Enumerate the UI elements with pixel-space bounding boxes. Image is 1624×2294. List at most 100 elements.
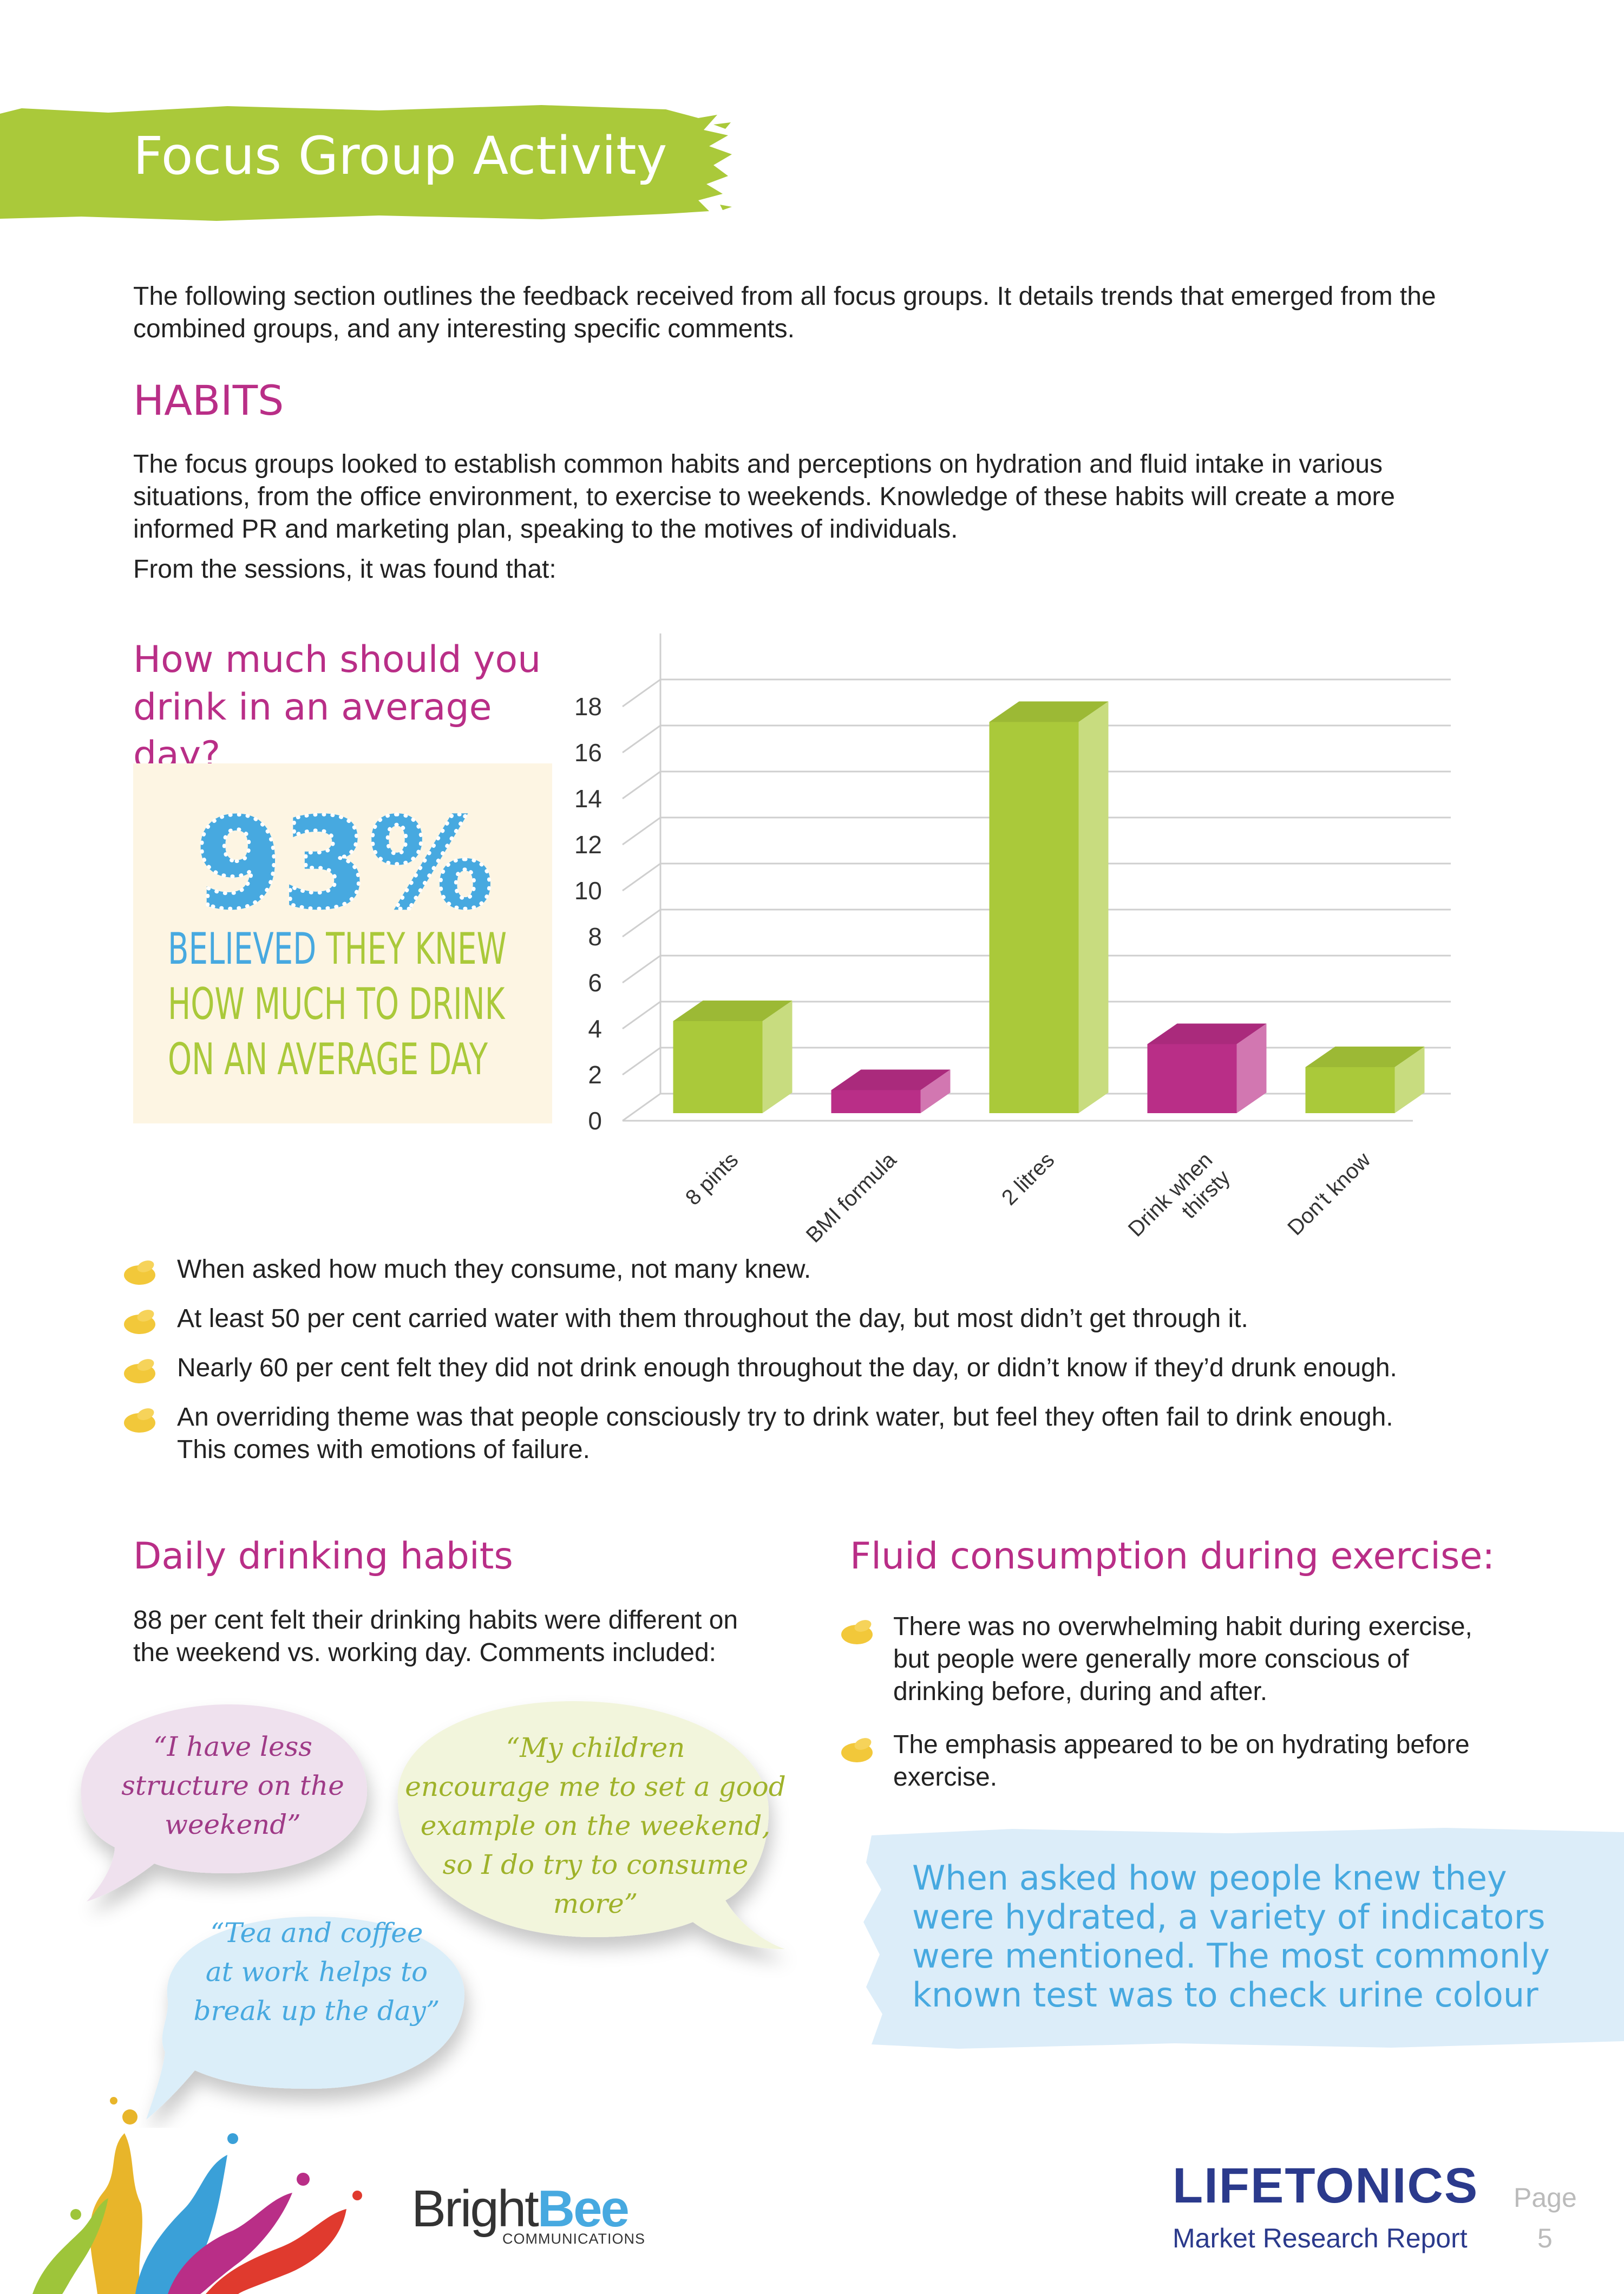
report-title: Market Research Report [1173,2223,1468,2253]
list-item-line: exercise. [893,1763,998,1792]
page-label: Page [1514,2182,1577,2213]
y-tick-label: 14 [574,785,602,813]
daily-paragraph: 88 per cent felt their drinking habits w… [133,1604,738,1669]
y-tick-label: 2 [588,1061,602,1089]
intro-paragraph: The following section outlines the feedb… [133,282,1436,343]
quote-3: “Tea and coffee at work helps to break u… [184,1913,449,2030]
bar [1147,1044,1237,1113]
y-tick-label: 4 [588,1015,602,1043]
quote-bubble-1 [81,1704,368,1901]
question-line-1: How much should you [133,638,541,681]
bar [989,722,1079,1113]
paint-splash-illustration [32,2097,362,2294]
stat-percent-dots: 93% [195,796,494,920]
y-tick-label: 10 [574,877,602,905]
callout-background [863,1828,1624,2049]
bar-side [1236,1023,1267,1113]
bar [1305,1067,1395,1113]
habits-lead-in: From the sessions, it was found that: [133,555,556,584]
callout-line: known test was to check urine colour [912,1975,1538,2015]
bar-top [673,1001,793,1021]
bar-side [1394,1047,1425,1113]
callout-line: were mentioned. The most commonly [912,1936,1550,1976]
y-tick-label: 6 [588,969,602,997]
callout-text: When asked how people knew they were hyd… [912,1859,1550,2015]
stat-caption-rest: THEY KNEW [316,924,507,974]
quote-2-line: more” [553,1888,638,1919]
bar [673,1021,763,1113]
callout-line: When asked how people knew they [912,1858,1507,1898]
quote-1-line: structure on the [121,1770,344,1801]
list-item-text-continued: This comes with emotions of failure. [177,1435,590,1464]
list-item-text: There was no overwhelming habit during e… [893,1611,1472,1708]
list-item-line: but people were generally more conscious… [893,1645,1409,1674]
quote-2: “My children encourage me to set a good … [403,1728,788,1923]
daily-line-1: 88 per cent felt their drinking habits w… [133,1606,738,1635]
y-tick-label: 18 [574,692,602,721]
lifetonics-logo: LIFETONICS [1173,2158,1479,2213]
section-heading-exercise: Fluid consumption during exercise: [850,1535,1495,1578]
bee-bullet-icon [841,1620,873,1644]
quote-3-line: at work helps to [205,1956,428,1988]
brightbee-logo: BrightBee [411,2179,630,2239]
question-heading: How much should you drink in an average … [133,636,588,779]
x-tick-label: Drink whenthirsty [1124,1148,1235,1251]
x-tick-label: 8 pints [681,1148,743,1210]
bee-bullet-icon [124,1260,155,1285]
bee-bullet-icon [841,1738,873,1762]
stat-caption-line-2: HOW MUCH TO DRINK [168,979,505,1029]
bar-top [1147,1023,1267,1044]
list-item-line: The emphasis appeared to be on hydrating… [893,1730,1470,1759]
x-tick-label: 2 litres [997,1148,1059,1210]
title-banner [0,105,732,221]
page-number: 5 [1537,2223,1553,2253]
y-tick-label: 0 [588,1107,602,1135]
quote-1: “I have less structure on the weekend” [81,1727,384,1844]
y-tick-label: 16 [574,738,602,767]
quote-2-line: “My children [506,1732,685,1763]
bar-side [1078,701,1109,1113]
list-item-text: An overriding theme was that people cons… [177,1403,1393,1432]
list-item-text: When asked how much they consume, not ma… [177,1255,811,1284]
list-item-line: There was no overwhelming habit during e… [893,1612,1472,1641]
quote-bubble-3 [146,1917,465,2120]
bar-top [831,1069,951,1090]
callout-line: were hydrated, a variety of indicators [912,1897,1546,1937]
y-tick-label: 8 [588,923,602,951]
list-item-text: Nearly 60 per cent felt they did not dri… [177,1354,1397,1382]
quote-2-line: so I do try to consume [442,1849,749,1880]
brightbee-logo-part-2: Bee [537,2180,630,2238]
brightbee-logo-subtitle: COMMUNICATIONS [502,2231,645,2247]
list-item-text: At least 50 per cent carried water with … [177,1304,1248,1333]
bar-side [762,1001,793,1113]
bar-side [920,1069,951,1113]
stat-percent-graphic: 93% 93% [193,796,495,920]
stat-caption-line-3: ON AN AVERAGE DAY [168,1034,488,1084]
bar-chart: 0 2 4 6 8 10 12 14 16 18 8 pints BMI formula 2 litre… [574,633,1451,1251]
daily-line-2: the weekend vs. working day. Comments in… [133,1638,716,1667]
speech-bubbles [81,1701,785,2120]
quote-1-line: “I have less [153,1731,312,1762]
quote-2-line: example on the weekend, [420,1810,771,1841]
bar-top [989,701,1109,722]
quote-1-line: weekend” [165,1809,301,1840]
stat-callout-box: 93% 93% BELIEVED THEY KNEW HOW MUCH TO D… [133,763,552,1123]
quote-bubble-2 [397,1701,785,1949]
bar-top [1305,1047,1425,1067]
quote-3-line: break up the day” [193,1995,440,2027]
x-tick-label: Don't know [1283,1148,1375,1240]
habits-paragraph: The focus groups looked to establish com… [133,450,1395,544]
section-heading-daily: Daily drinking habits [133,1535,513,1578]
x-tick-label: BMI formula [802,1148,901,1247]
brightbee-logo-part-1: Bright [411,2180,539,2238]
bee-bullet-icon [124,1310,155,1334]
y-tick-label: 12 [574,831,602,859]
list-item-line: drinking before, during and after. [893,1677,1268,1706]
list-item-text: The emphasis appeared to be on hydrating… [893,1729,1470,1794]
page-title: Focus Group Activity [133,126,667,186]
bee-bullet-icon [124,1408,155,1433]
stat-caption: BELIEVED THEY KNEW HOW MUCH TO DRINK ON … [168,921,507,1087]
quote-3-line: “Tea and coffee [210,1917,423,1949]
stat-caption-highlight: BELIEVED [168,924,317,974]
section-heading-habits: HABITS [133,376,284,424]
